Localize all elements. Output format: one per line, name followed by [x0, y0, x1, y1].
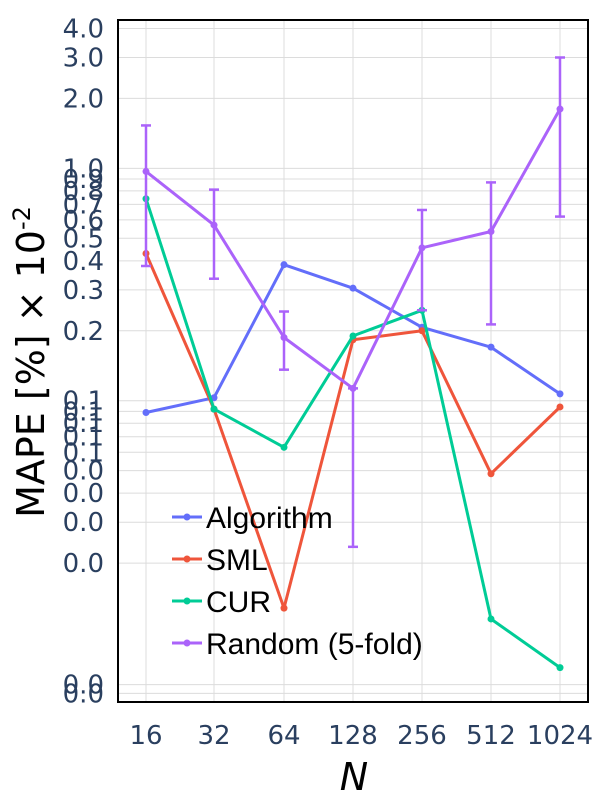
data-point	[418, 327, 426, 335]
data-point	[280, 443, 288, 451]
data-point	[349, 384, 357, 392]
y-tick-label: 0.1	[63, 387, 104, 417]
data-point	[487, 615, 495, 623]
y-tick-label: 1.0	[63, 154, 104, 184]
x-tick-label: 512	[466, 721, 516, 751]
y-tick-label: 0.7	[63, 190, 104, 220]
legend-label: CUR	[206, 586, 271, 619]
y-tick-label: 0.0	[63, 457, 104, 487]
frame-layer	[117, 19, 589, 703]
y-tick-label: 0.2	[63, 317, 104, 347]
legend-marker	[183, 639, 191, 647]
y-tick-label: 0.0	[63, 671, 104, 701]
legend-label: SML	[206, 544, 268, 577]
data-point	[487, 343, 495, 351]
y-tick-label: 4.0	[63, 14, 104, 44]
y-tick-label: 0.1	[63, 423, 104, 453]
y-tick-label: 3.0	[63, 43, 104, 73]
y-tick-label: 0.0	[63, 549, 104, 579]
plot-frame	[117, 19, 589, 703]
data-point	[487, 470, 495, 478]
series-layer	[141, 56, 565, 672]
data-point	[210, 221, 218, 229]
x-tick-label: 32	[197, 721, 230, 751]
legend-marker	[183, 513, 191, 521]
data-point	[210, 405, 218, 413]
data-point	[142, 408, 150, 416]
svg-text:MAPE [%] × 10-2: MAPE [%] × 10-2	[8, 206, 53, 518]
y-tick-label: 0.8	[63, 177, 104, 207]
legend-item: Random (5-fold)	[172, 628, 423, 661]
y-tick-label: 0.1	[63, 438, 104, 468]
data-point	[418, 244, 426, 252]
x-tick-label: 128	[328, 721, 378, 751]
y-tick-label: 0.1	[63, 397, 104, 427]
data-point	[349, 284, 357, 292]
y-tick-label: 2.0	[63, 84, 104, 114]
tick-layer: 4.03.02.01.00.90.80.70.60.50.40.30.20.10…	[63, 14, 593, 751]
series-cur	[142, 195, 564, 672]
y-tick-label: 0.1	[63, 409, 104, 439]
legend: Algorithm SML CUR Random (5-fold)	[172, 502, 423, 661]
x-tick-label: 64	[267, 721, 300, 751]
legend-item: SML	[172, 544, 268, 577]
data-point	[280, 604, 288, 612]
legend-item: Algorithm	[172, 502, 333, 535]
y-tick-label: 0.0	[63, 508, 104, 538]
legend-marker	[183, 555, 191, 563]
data-point	[142, 167, 150, 175]
x-tick-label: 256	[397, 721, 447, 751]
series-random-5-fold	[141, 56, 565, 549]
y-tick-label: 0.9	[63, 165, 104, 195]
legend-marker	[183, 597, 191, 605]
data-point	[487, 227, 495, 235]
y-axis-title: MAPE [%] × 10	[9, 230, 53, 518]
x-tick-label: 16	[129, 721, 162, 751]
y-tick-label: 0.6	[63, 206, 104, 236]
y-tick-label: 0.3	[63, 276, 104, 306]
data-point	[556, 105, 564, 113]
legend-label: Random (5-fold)	[206, 628, 423, 661]
data-point	[349, 332, 357, 340]
data-point	[556, 390, 564, 398]
legend-item: CUR	[172, 586, 271, 619]
data-point	[556, 403, 564, 411]
data-point	[280, 261, 288, 269]
y-axis-title-group: MAPE [%] × 10-2	[8, 206, 53, 518]
legend-label: Algorithm	[206, 502, 333, 535]
y-tick-label: 0.4	[63, 247, 104, 277]
data-point	[280, 334, 288, 342]
y-tick-label: 0.0	[63, 679, 104, 709]
data-point	[556, 664, 564, 672]
y-axis-title-superscript: -2	[8, 206, 36, 230]
x-tick-label: 1024	[527, 721, 593, 751]
y-tick-label: 0.0	[63, 479, 104, 509]
x-axis-title: N	[340, 755, 368, 799]
y-tick-label: 0.5	[63, 224, 104, 254]
